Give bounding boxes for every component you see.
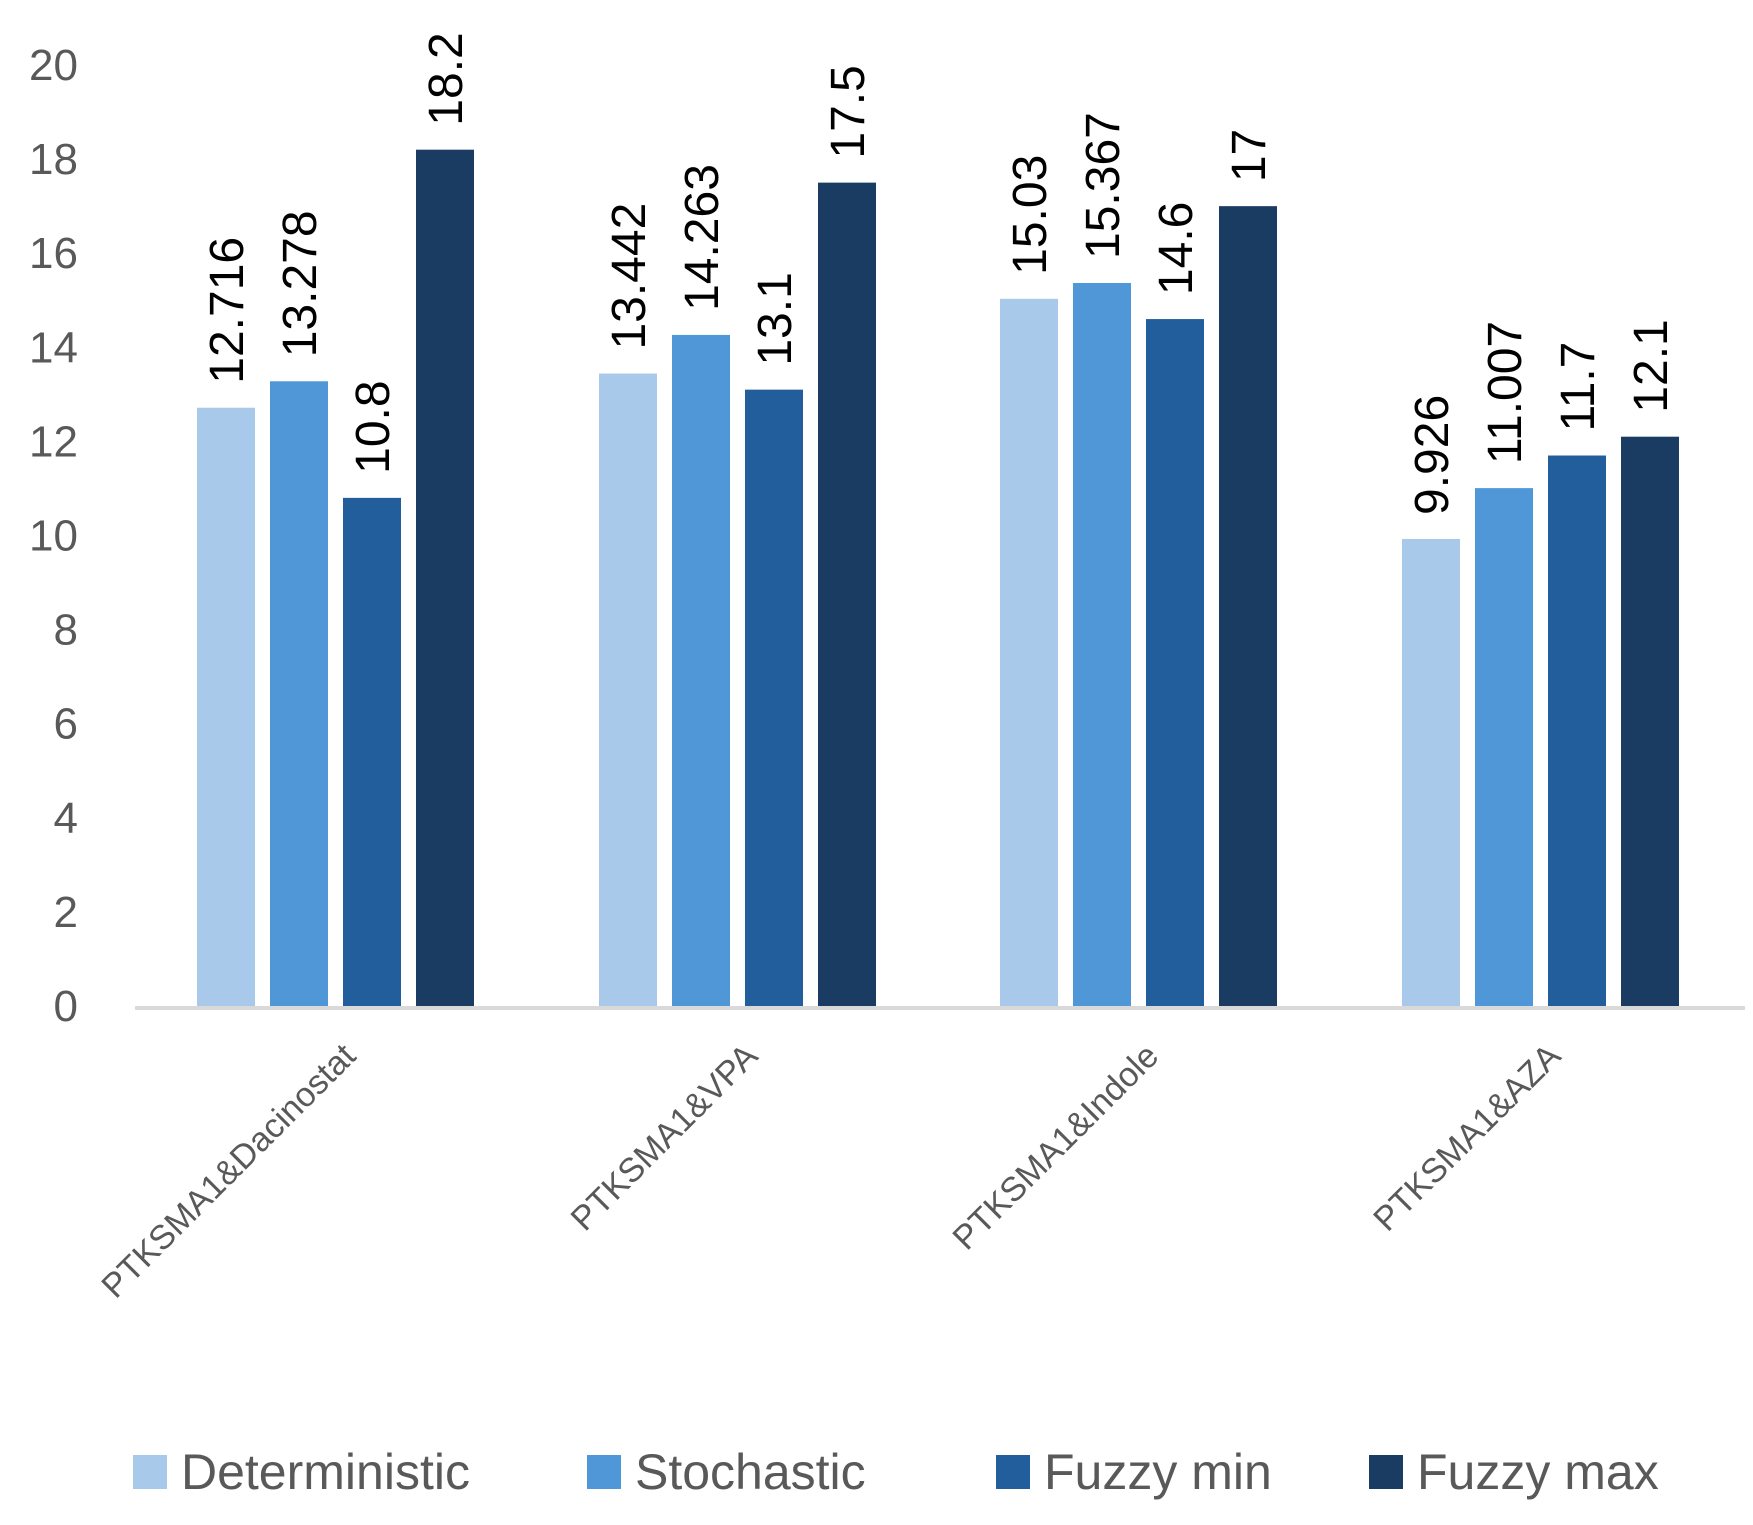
data-label: 13.278 [274, 210, 327, 357]
data-label: 11.007 [1479, 321, 1532, 464]
data-label: 13.442 [603, 203, 656, 350]
data-label: 14.263 [676, 164, 729, 311]
y-axis: 0 2 4 6 8 10 12 14 16 18 20 [29, 41, 78, 1031]
bar [416, 149, 474, 1006]
y-tick-label: 12 [29, 417, 78, 466]
legend: Deterministic Stochastic Fuzzy min Fuzzy ma… [133, 1444, 1659, 1500]
bar [745, 389, 803, 1006]
legend-label: Stochastic [635, 1444, 866, 1500]
bar [1146, 319, 1204, 1006]
bar [270, 381, 328, 1006]
y-tick-label: 8 [54, 606, 78, 655]
data-label: 12.716 [201, 237, 254, 384]
bar [197, 407, 255, 1007]
legend-label: Deterministic [181, 1444, 470, 1500]
y-tick-label: 14 [29, 323, 78, 372]
data-label: 17.5 [822, 65, 875, 158]
bar [599, 373, 657, 1006]
legend-swatch [133, 1455, 167, 1489]
y-tick-label: 0 [54, 982, 78, 1031]
data-label: 17 [1223, 129, 1276, 182]
bar [672, 334, 730, 1006]
data-label: 14.6 [1150, 202, 1203, 295]
bar [818, 182, 876, 1006]
category-label: PTKSMA1&VPA [564, 1037, 766, 1239]
data-label: 13.1 [749, 272, 802, 365]
legend-label: Fuzzy min [1044, 1444, 1272, 1500]
bar [1548, 455, 1606, 1006]
bar [343, 497, 401, 1006]
y-tick-label: 2 [54, 888, 78, 937]
bar [1219, 206, 1277, 1006]
category-label: PTKSMA1&Dacinostat [94, 1036, 363, 1305]
data-label: 9.926 [1406, 395, 1459, 515]
data-label: 10.8 [347, 380, 400, 473]
bar [1475, 488, 1533, 1007]
y-tick-label: 10 [29, 512, 78, 561]
data-label: 18.2 [420, 32, 473, 125]
bar [1621, 436, 1679, 1006]
data-labels: 12.716 13.442 15.03 9.926 13.278 14.263 15.367… [201, 32, 1678, 515]
bar [1073, 282, 1131, 1006]
legend-label: Fuzzy max [1417, 1444, 1659, 1500]
legend-swatch [1369, 1455, 1403, 1489]
legend-swatch [996, 1455, 1030, 1489]
data-label: 11.7 [1552, 342, 1605, 432]
data-label: 15.367 [1077, 112, 1130, 259]
data-label: 15.03 [1004, 155, 1057, 275]
y-tick-label: 4 [54, 794, 78, 843]
y-tick-label: 20 [29, 41, 78, 90]
plot-area [197, 149, 1679, 1007]
bar [1000, 298, 1058, 1006]
legend-swatch [587, 1455, 621, 1489]
category-label: PTKSMA1&Indole [946, 1037, 1167, 1258]
y-tick-label: 18 [29, 135, 78, 184]
bar [1402, 538, 1460, 1006]
data-label: 12.1 [1625, 319, 1678, 412]
y-tick-label: 6 [54, 700, 78, 749]
x-axis: PTKSMA1&Dacinostat PTKSMA1&VPA PTKSMA1&Ind… [94, 1036, 1568, 1305]
y-tick-label: 16 [29, 229, 78, 278]
category-label: PTKSMA1&AZA [1366, 1037, 1568, 1239]
